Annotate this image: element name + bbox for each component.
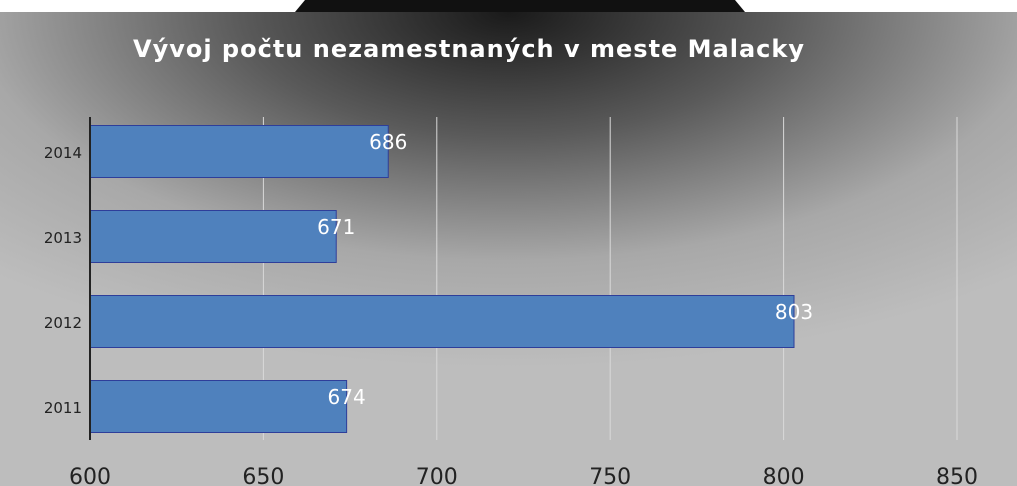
y-tick-label: 2014 bbox=[44, 144, 82, 162]
y-tick-label: 2012 bbox=[44, 314, 82, 332]
x-tick-label: 650 bbox=[242, 465, 284, 486]
y-tick-label: 2011 bbox=[44, 399, 82, 417]
top-tab bbox=[295, 0, 745, 12]
bar bbox=[89, 125, 389, 178]
data-label: 686 bbox=[369, 130, 407, 154]
chart-title: Vývoj počtu nezamestnaných v meste Malac… bbox=[133, 35, 805, 63]
x-tick-label: 600 bbox=[69, 465, 111, 486]
x-tick-label: 750 bbox=[589, 465, 631, 486]
bar bbox=[89, 380, 348, 433]
bar bbox=[89, 210, 337, 263]
data-label: 671 bbox=[317, 215, 355, 239]
x-tick-label: 800 bbox=[763, 465, 805, 486]
x-tick-label: 850 bbox=[936, 465, 978, 486]
data-label: 674 bbox=[328, 385, 366, 409]
data-label: 803 bbox=[775, 300, 813, 324]
y-tick-label: 2013 bbox=[44, 229, 82, 247]
x-tick-label: 700 bbox=[416, 465, 458, 486]
bar bbox=[89, 295, 795, 348]
